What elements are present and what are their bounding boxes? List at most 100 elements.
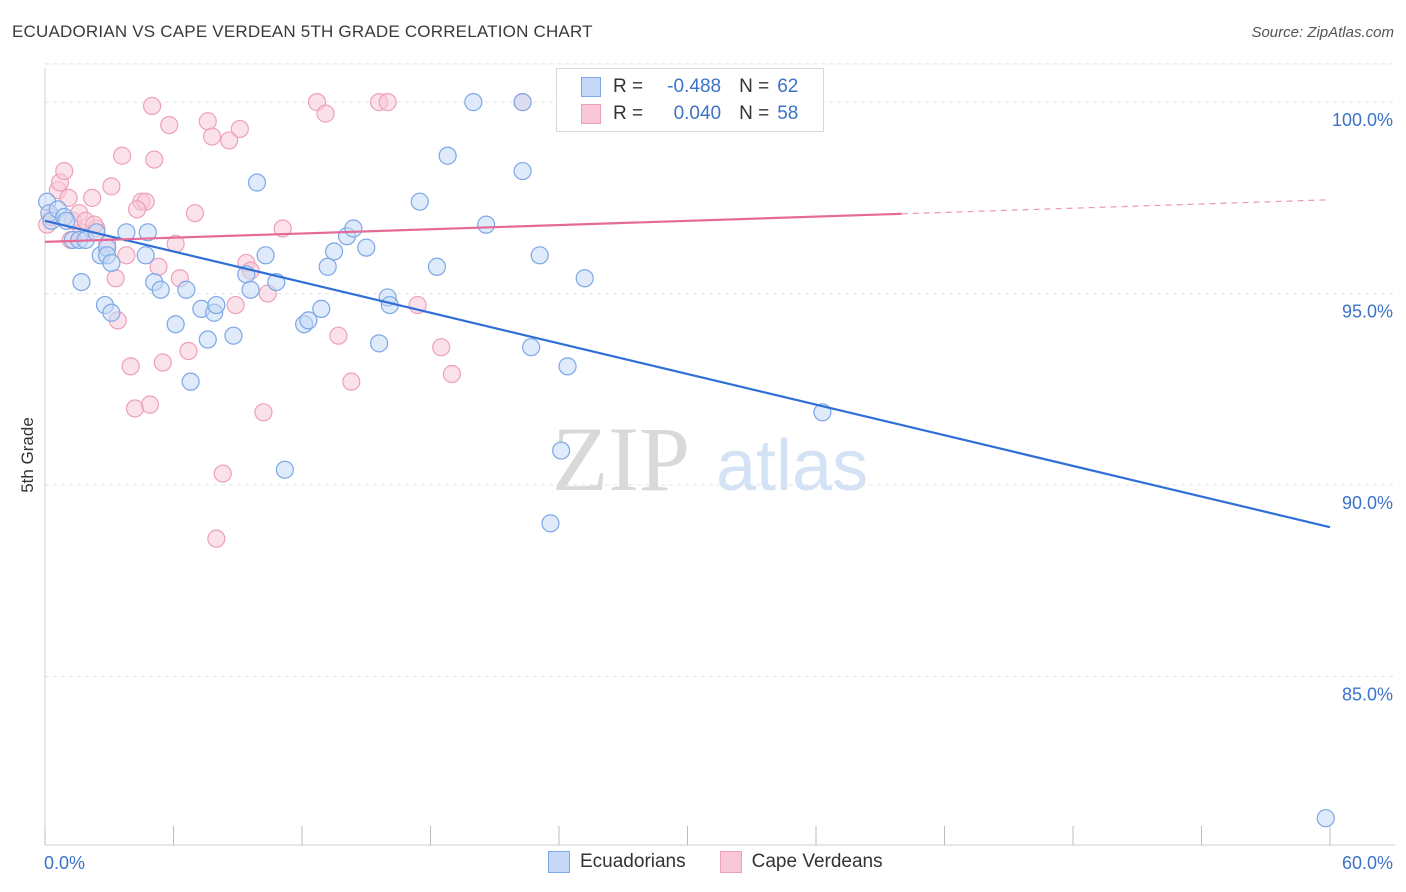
source-label: Source: ZipAtlas.com xyxy=(1251,24,1394,41)
series-label-cape-verdeans: Cape Verdeans xyxy=(751,851,883,872)
ecuadorian-point xyxy=(530,246,549,265)
cape-verdean-point xyxy=(254,403,273,422)
ecuadorian-point xyxy=(1316,809,1335,828)
cape-verdean-point xyxy=(153,353,172,372)
cape-verdean-point xyxy=(230,119,249,139)
ecuadorian-point xyxy=(102,303,121,322)
ecuadorian-point xyxy=(438,146,457,165)
ecuadorian-point xyxy=(224,326,243,345)
ecuadorian-point xyxy=(177,280,196,299)
cape-verdean-point xyxy=(378,93,397,112)
cape-verdean-point xyxy=(55,161,74,181)
cape-verdean-point xyxy=(106,269,125,288)
series-legend-cape-verdeans[interactable]: Cape Verdeans xyxy=(719,851,883,873)
cape-verdean-point xyxy=(207,529,226,548)
series-legend-ecuadorians[interactable]: Ecuadorians xyxy=(548,851,686,873)
ecuadorian-point xyxy=(247,173,267,192)
x-tick-label: 0.0% xyxy=(44,853,85,873)
cape-verdean-point xyxy=(316,104,335,123)
cape-verdean-point xyxy=(127,200,147,219)
y-tick-label: 100.0% xyxy=(1332,110,1393,130)
correlation-legend: R = -0.488 N = 62 R = 0.040 N = 58 xyxy=(556,68,824,132)
watermark-zip: ZIP xyxy=(552,408,690,510)
ecuadorian-point xyxy=(207,295,226,315)
chart-title: ECUADORIAN VS CAPE VERDEAN 5TH GRADE COR… xyxy=(12,22,593,41)
ecuadorian-point xyxy=(357,238,376,257)
ecuadorian-point xyxy=(136,246,155,265)
ecuadorian-point xyxy=(370,334,389,353)
cape-verdean-point xyxy=(179,341,198,361)
ecuadorian-point xyxy=(410,192,429,211)
ecuadorian-point xyxy=(72,272,91,292)
cape-verdean-point xyxy=(442,364,462,384)
series-swatch-blue xyxy=(548,851,570,873)
cape-verdean-point xyxy=(59,188,78,207)
legend-r-label: R = xyxy=(613,103,644,124)
series-legend: Ecuadorians Cape Verdeans xyxy=(548,851,917,873)
ecuadorian-point xyxy=(102,253,121,273)
cape-verdean-point xyxy=(112,146,132,165)
cape-verdean-point xyxy=(226,295,245,315)
ecuadorian-point xyxy=(198,330,217,349)
legend-r-value: 0.040 xyxy=(673,103,722,124)
legend-n-value: 58 xyxy=(777,103,799,124)
cape-verdean-point xyxy=(220,131,239,150)
cape-verdean-point xyxy=(329,326,348,345)
ecuadorian-point xyxy=(552,441,571,460)
watermark-atlas: atlas xyxy=(716,426,868,506)
x-tick-label: 60.0% xyxy=(1342,853,1393,873)
legend-swatch-pink xyxy=(581,104,601,124)
ecuadorian-point xyxy=(138,223,157,242)
ecuadorian-point xyxy=(256,246,275,265)
legend-r-label: R = xyxy=(613,76,644,97)
ecuadorian-point xyxy=(513,93,532,112)
ecuadorian-point xyxy=(325,242,344,261)
cape-verdean-point xyxy=(213,464,232,483)
y-tick-label: 95.0% xyxy=(1342,302,1393,322)
legend-n-value: 62 xyxy=(777,76,799,97)
cape-verdean-point xyxy=(202,127,222,146)
cape-verdean-point xyxy=(83,188,102,207)
ecuadorian-point xyxy=(558,357,577,376)
ecuadorian-point xyxy=(275,460,294,479)
cape-verdean-point xyxy=(432,338,451,357)
legend-r-value: -0.488 xyxy=(667,76,722,97)
ecuadorian-point xyxy=(241,280,260,299)
cape-verdean-point xyxy=(273,219,292,238)
ecuadorian-point xyxy=(312,299,331,319)
cape-verdean-points xyxy=(38,93,611,548)
ecuadorian-point xyxy=(181,372,200,391)
ecuadorian-point xyxy=(575,269,594,288)
ecuadorian-point xyxy=(318,257,337,276)
cape-verdean-point xyxy=(125,399,145,418)
ecuadorian-point xyxy=(427,257,447,276)
cape-verdean-point xyxy=(102,177,121,196)
cape-verdean-point xyxy=(140,395,160,414)
cape-verdean-point xyxy=(117,246,136,265)
legend-n-label: N = xyxy=(739,103,770,124)
cape-verdean-point xyxy=(198,112,217,131)
legend-n-label: N = xyxy=(739,76,770,97)
series-label-ecuadorians: Ecuadorians xyxy=(580,851,686,872)
legend-row-cape-verdeans: R = 0.040 N = 58 xyxy=(581,102,798,126)
cape-verdean-point xyxy=(142,96,162,116)
cape-verdean-point xyxy=(121,357,140,376)
cape-verdean-point xyxy=(145,150,164,169)
ecuadorian-point xyxy=(513,161,532,181)
y-tick-label: 85.0% xyxy=(1342,685,1393,705)
ecuadorian-point xyxy=(299,311,318,330)
series-swatch-pink xyxy=(719,851,742,873)
ecuadorian-point xyxy=(464,93,483,112)
ecuadorian-point xyxy=(166,315,185,334)
ecuadorian-point xyxy=(541,514,560,533)
ecuadorian-point xyxy=(522,338,541,357)
ecuadorian-point xyxy=(477,215,496,234)
watermark: ZIP atlas xyxy=(552,408,868,510)
legend-row-ecuadorians: R = -0.488 N = 62 xyxy=(581,75,798,99)
ecuadorian-point xyxy=(344,219,363,238)
ecuadorian-point xyxy=(151,280,170,299)
cape-verdean-point xyxy=(185,204,205,223)
gridlines xyxy=(45,63,1395,678)
y-tick-label: 90.0% xyxy=(1342,493,1393,513)
